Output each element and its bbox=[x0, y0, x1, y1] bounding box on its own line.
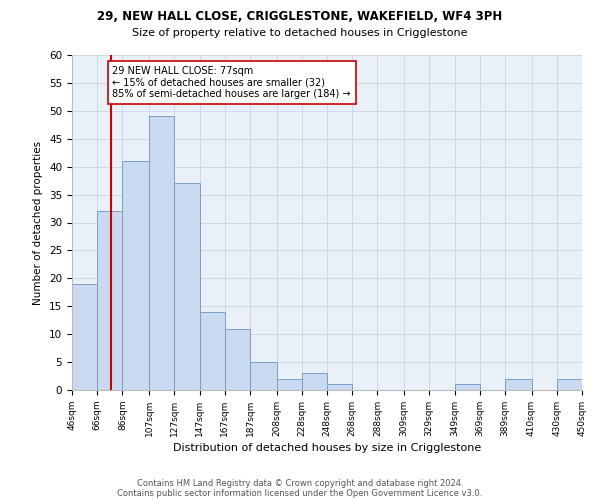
Bar bbox=[149, 116, 174, 390]
Bar bbox=[199, 312, 225, 390]
Bar bbox=[557, 379, 582, 390]
Text: Contains HM Land Registry data © Crown copyright and database right 2024.: Contains HM Land Registry data © Crown c… bbox=[137, 478, 463, 488]
Text: Contains public sector information licensed under the Open Government Licence v3: Contains public sector information licen… bbox=[118, 488, 482, 498]
Bar bbox=[122, 161, 149, 390]
Text: 29 NEW HALL CLOSE: 77sqm
← 15% of detached houses are smaller (32)
85% of semi-d: 29 NEW HALL CLOSE: 77sqm ← 15% of detach… bbox=[112, 66, 351, 100]
Bar bbox=[505, 379, 532, 390]
Bar bbox=[174, 184, 199, 390]
Text: 29, NEW HALL CLOSE, CRIGGLESTONE, WAKEFIELD, WF4 3PH: 29, NEW HALL CLOSE, CRIGGLESTONE, WAKEFI… bbox=[97, 10, 503, 23]
Bar bbox=[250, 362, 277, 390]
Bar bbox=[97, 212, 122, 390]
Text: Size of property relative to detached houses in Crigglestone: Size of property relative to detached ho… bbox=[132, 28, 468, 38]
Bar bbox=[225, 328, 250, 390]
Bar bbox=[455, 384, 480, 390]
X-axis label: Distribution of detached houses by size in Crigglestone: Distribution of detached houses by size … bbox=[173, 443, 481, 453]
Bar bbox=[302, 373, 327, 390]
Bar bbox=[327, 384, 352, 390]
Bar bbox=[277, 379, 302, 390]
Y-axis label: Number of detached properties: Number of detached properties bbox=[34, 140, 43, 304]
Bar bbox=[72, 284, 97, 390]
